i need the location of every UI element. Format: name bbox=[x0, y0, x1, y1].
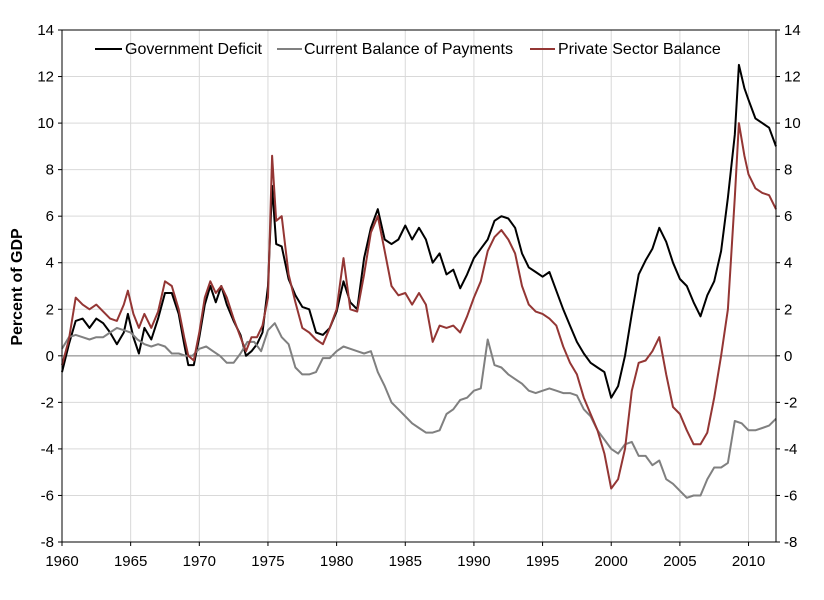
x-tick-label: 1970 bbox=[183, 553, 216, 570]
x-tick-label: 2005 bbox=[663, 553, 696, 570]
x-tick-label: 1980 bbox=[320, 553, 353, 570]
y-tick-label-left: 12 bbox=[37, 69, 54, 86]
y-tick-label-left: 14 bbox=[37, 22, 54, 39]
legend: Government Deficit Current Balance of Pay… bbox=[95, 41, 721, 58]
plot-frame bbox=[61, 29, 777, 543]
y-tick-label-right: 4 bbox=[784, 255, 792, 272]
y-tick-label-right: 12 bbox=[784, 69, 801, 86]
y-tick-label-right: -8 bbox=[784, 534, 797, 551]
tick-labels: -8 -8 -6 -6 -4 -4 -2 -2 0 0 2 2 4 4 6 6 8 8 10 10 12 12 14 14 19… bbox=[37, 22, 800, 570]
legend-item-1: Current Balance of Payments bbox=[277, 41, 513, 58]
y-tick-label-left: 10 bbox=[37, 115, 54, 132]
y-tick-label-right: 0 bbox=[784, 348, 792, 365]
y-tick-label-right: -4 bbox=[784, 441, 797, 458]
y-axis-label: Percent of GDP bbox=[9, 228, 26, 346]
y-tick-label-right: -2 bbox=[784, 394, 797, 411]
x-tick-label: 2000 bbox=[595, 553, 628, 570]
legend-label: Private Sector Balance bbox=[558, 41, 721, 58]
y-tick-label-left: 2 bbox=[46, 301, 54, 318]
x-tick-label: 1990 bbox=[457, 553, 490, 570]
series-line-1 bbox=[61, 322, 777, 499]
x-tick-label: 2010 bbox=[732, 553, 765, 570]
x-tick-label: 1985 bbox=[389, 553, 422, 570]
grid bbox=[62, 30, 776, 542]
y-tick-label-left: -8 bbox=[41, 534, 54, 551]
series-line-2 bbox=[61, 122, 777, 490]
y-tick-label-right: 14 bbox=[784, 22, 801, 39]
y-tick-label-left: -2 bbox=[41, 394, 54, 411]
legend-label: Government Deficit bbox=[125, 41, 262, 58]
x-tick-label: 1995 bbox=[526, 553, 559, 570]
y-tick-label-left: 8 bbox=[46, 162, 54, 179]
y-tick-label-right: -6 bbox=[784, 487, 797, 504]
x-tick-label: 1965 bbox=[114, 553, 147, 570]
x-tick-label: 1975 bbox=[251, 553, 284, 570]
y-tick-label-right: 6 bbox=[784, 208, 792, 225]
y-tick-label-right: 10 bbox=[784, 115, 801, 132]
y-tick-label-left: -4 bbox=[41, 441, 54, 458]
x-tick-label: 1960 bbox=[45, 553, 78, 570]
legend-item-0: Government Deficit bbox=[95, 41, 262, 58]
y-tick-label-right: 8 bbox=[784, 162, 792, 179]
legend-label: Current Balance of Payments bbox=[304, 41, 513, 58]
y-tick-label-left: -6 bbox=[41, 487, 54, 504]
y-tick-label-left: 4 bbox=[46, 255, 54, 272]
y-tick-label-right: 2 bbox=[784, 301, 792, 318]
axes bbox=[58, 29, 780, 546]
series-line-0 bbox=[61, 63, 777, 399]
legend-item-2: Private Sector Balance bbox=[530, 41, 721, 58]
y-tick-label-left: 6 bbox=[46, 208, 54, 225]
y-tick-label-left: 0 bbox=[46, 348, 54, 365]
series-lines bbox=[61, 63, 777, 499]
